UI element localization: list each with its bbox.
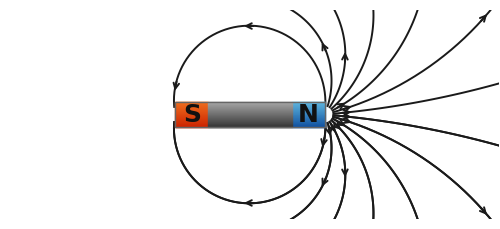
- Bar: [176, 106, 208, 107]
- Bar: [208, 124, 292, 125]
- Bar: [292, 116, 324, 117]
- Bar: [292, 122, 324, 123]
- Bar: [292, 107, 324, 108]
- Bar: [292, 125, 324, 126]
- Bar: [292, 121, 324, 122]
- Bar: [208, 110, 292, 111]
- Bar: [292, 104, 324, 105]
- Bar: [176, 109, 208, 110]
- Bar: [208, 121, 292, 122]
- Bar: [292, 120, 324, 121]
- Bar: [208, 105, 292, 106]
- Bar: [176, 114, 208, 115]
- Bar: [292, 113, 324, 114]
- Bar: [176, 115, 208, 116]
- Bar: [208, 125, 292, 126]
- Bar: [208, 119, 292, 120]
- Bar: [292, 123, 324, 124]
- Bar: [176, 119, 208, 120]
- Bar: [176, 120, 208, 121]
- Bar: [176, 116, 208, 117]
- Bar: [176, 107, 208, 108]
- Bar: [176, 121, 208, 122]
- Bar: [176, 126, 208, 127]
- Bar: [292, 114, 324, 115]
- Bar: [208, 112, 292, 113]
- Bar: [292, 109, 324, 110]
- Bar: [176, 125, 208, 126]
- Bar: [176, 117, 208, 118]
- Bar: [292, 117, 324, 118]
- Bar: [292, 112, 324, 113]
- Bar: [208, 109, 292, 110]
- Bar: [176, 102, 324, 127]
- Text: S: S: [183, 103, 201, 126]
- Bar: [208, 120, 292, 121]
- Bar: [176, 118, 208, 119]
- Bar: [292, 110, 324, 111]
- Bar: [292, 108, 324, 109]
- Bar: [292, 118, 324, 119]
- Bar: [292, 115, 324, 116]
- Bar: [292, 106, 324, 107]
- Bar: [208, 106, 292, 107]
- Bar: [208, 115, 292, 116]
- Bar: [208, 111, 292, 112]
- Bar: [208, 123, 292, 124]
- Bar: [208, 118, 292, 119]
- Bar: [176, 108, 208, 109]
- Bar: [292, 103, 324, 104]
- Bar: [208, 113, 292, 114]
- Bar: [292, 111, 324, 112]
- Bar: [208, 107, 292, 108]
- Bar: [176, 110, 208, 111]
- Bar: [208, 104, 292, 105]
- Bar: [208, 108, 292, 109]
- Bar: [176, 122, 208, 123]
- Bar: [292, 119, 324, 120]
- Text: N: N: [298, 103, 318, 126]
- Bar: [176, 103, 208, 104]
- Bar: [208, 126, 292, 127]
- Bar: [176, 102, 208, 103]
- Bar: [176, 113, 208, 114]
- Bar: [176, 105, 208, 106]
- Bar: [208, 117, 292, 118]
- Bar: [176, 124, 208, 125]
- Bar: [292, 105, 324, 106]
- Bar: [176, 111, 208, 112]
- Bar: [208, 102, 292, 103]
- Bar: [176, 112, 208, 113]
- Bar: [176, 123, 208, 124]
- Bar: [292, 124, 324, 125]
- Bar: [208, 114, 292, 115]
- Bar: [292, 102, 324, 103]
- Bar: [292, 126, 324, 127]
- Bar: [176, 104, 208, 105]
- Bar: [208, 122, 292, 123]
- Bar: [208, 116, 292, 117]
- Bar: [208, 103, 292, 104]
